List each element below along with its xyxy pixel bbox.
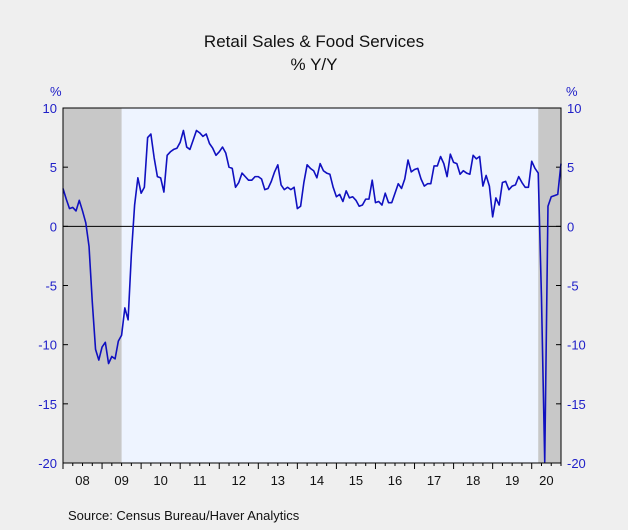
x-tick-label-10: 10 (153, 473, 167, 488)
x-tick-label-18: 18 (466, 473, 480, 488)
y-tick-label-right-2: 0 (567, 219, 574, 234)
x-tick-label-14: 14 (310, 473, 324, 488)
chart-subtitle: % Y/Y (290, 55, 338, 74)
chart-title: Retail Sales & Food Services (203, 32, 425, 51)
plot-background (63, 108, 561, 463)
x-tick-label-13: 13 (271, 473, 285, 488)
x-tick-label-08: 08 (75, 473, 89, 488)
y-tick-label-right-3: -5 (567, 279, 579, 294)
x-tick-label-09: 09 (114, 473, 128, 488)
series-line (62, 129, 562, 463)
y-tick-label-right-6: -20 (567, 456, 586, 471)
x-tick-label-17: 17 (427, 473, 441, 488)
y-tick-label-right-4: -10 (567, 338, 586, 353)
y-tick-label-left-6: -20 (38, 456, 57, 471)
y-tick-label-left-0: 10 (43, 101, 57, 116)
y-tick-label-left-2: 0 (50, 219, 57, 234)
y-tick-label-right-5: -15 (567, 397, 586, 412)
y-axis-unit-left: % (50, 84, 62, 99)
x-tick-label-19: 19 (505, 473, 519, 488)
y-tick-label-left-1: 5 (50, 160, 57, 175)
y-tick-label-left-3: -5 (45, 279, 57, 294)
x-tick-label-16: 16 (388, 473, 402, 488)
source-note: Source: Census Bureau/Haver Analytics (68, 508, 300, 523)
y-tick-label-right-0: 10 (567, 101, 581, 116)
y-axis-unit-right: % (566, 84, 578, 99)
x-tick-label-15: 15 (349, 473, 363, 488)
recession-band-0 (63, 108, 122, 463)
y-tick-label-left-5: -15 (38, 397, 57, 412)
y-tick-label-left-4: -10 (38, 338, 57, 353)
y-tick-label-right-1: 5 (567, 160, 574, 175)
x-tick-label-20: 20 (539, 473, 553, 488)
plot-frame (62, 107, 562, 464)
recession-band-1 (538, 108, 561, 463)
x-tick-label-12: 12 (232, 473, 246, 488)
x-tick-label-11: 11 (193, 473, 207, 488)
